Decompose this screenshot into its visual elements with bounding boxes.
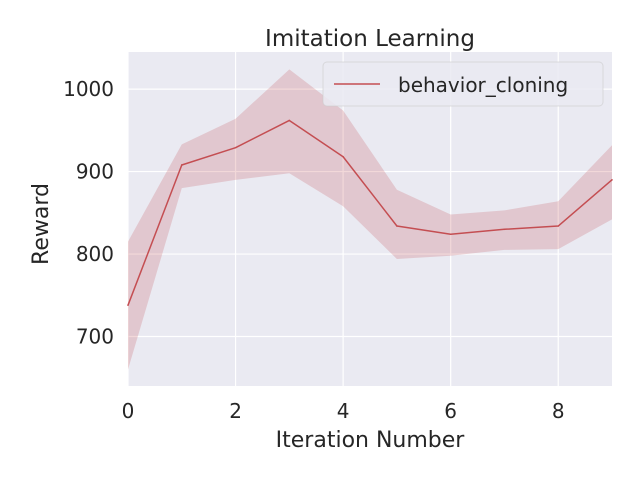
data-point: [557, 225, 560, 227]
x-tick-label: 0: [122, 399, 135, 423]
data-point: [234, 146, 237, 149]
chart-title: Imitation Learning: [265, 26, 475, 52]
data-point: [127, 304, 129, 306]
x-tick-label: 2: [229, 399, 242, 423]
data-point: [342, 155, 344, 158]
plot-background: [128, 52, 612, 386]
data-point: [288, 119, 291, 122]
data-point: [611, 179, 613, 181]
confidence-band: [128, 69, 612, 370]
x-tick-label: 4: [337, 399, 350, 423]
y-tick-label: 900: [76, 160, 114, 184]
data-point: [396, 225, 398, 227]
y-tick-label: 800: [76, 242, 114, 266]
y-tick-label: 1000: [63, 77, 114, 101]
series-lines: [127, 119, 613, 306]
confidence-bands: [128, 69, 612, 370]
series-line: [127, 119, 613, 306]
grid-lines: [127, 52, 612, 386]
data-point: [449, 233, 452, 236]
x-tick-label: 6: [444, 399, 457, 423]
legend-label-behavior-cloning: behavior_cloning: [398, 73, 568, 97]
y-axis-label: Reward: [29, 183, 54, 265]
x-axis-label: Iteration Number: [276, 428, 466, 453]
data-point: [180, 164, 183, 166]
data-point: [503, 228, 506, 231]
legend-box: [322, 61, 604, 107]
y-tick-label: 700: [76, 325, 114, 349]
x-tick-labels: 0 2 4 6 8: [122, 399, 565, 423]
x-tick-label: 8: [552, 399, 565, 423]
legend: behavior_cloning: [322, 61, 604, 107]
y-tick-labels: 700 800 900 1000: [63, 77, 114, 348]
